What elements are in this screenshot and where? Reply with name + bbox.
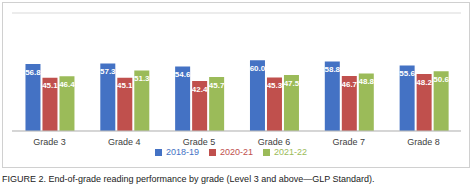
svg-text:45.1: 45.1 (42, 81, 58, 90)
html-text:2021-22: 2021-22 (274, 147, 307, 157)
svg-text:Grade 6: Grade 6 (258, 137, 291, 147)
svg-text:47.5: 47.5 (284, 79, 300, 88)
svg-text:48.2: 48.2 (416, 78, 432, 87)
svg-text:56.8: 56.8 (25, 68, 41, 77)
svg-text:55.6: 55.6 (399, 69, 415, 78)
svg-text:42.4: 42.4 (192, 85, 208, 94)
svg-text:54.6: 54.6 (175, 70, 191, 79)
svg-text:Grade 3: Grade 3 (33, 137, 66, 147)
svg-text:46.7: 46.7 (342, 80, 358, 89)
svg-text:45.3: 45.3 (267, 81, 283, 90)
svg-text:51.3: 51.3 (134, 74, 150, 83)
svg-text:48.8: 48.8 (359, 77, 375, 86)
svg-text:45.7: 45.7 (209, 81, 225, 90)
html-text:2018-19: 2018-19 (166, 147, 199, 157)
svg-text:57.3: 57.3 (100, 67, 116, 76)
svg-text:Grade 5: Grade 5 (183, 137, 216, 147)
svg-text:45.1: 45.1 (117, 81, 133, 90)
svg-text:50.6: 50.6 (433, 75, 449, 84)
svg-text:Grade 4: Grade 4 (108, 137, 141, 147)
html-text:FIGURE 2. End-of-grade reading: FIGURE 2. End-of-grade reading performan… (2, 174, 375, 184)
svg-text:Grade 8: Grade 8 (407, 137, 440, 147)
svg-text:60.0: 60.0 (250, 64, 266, 73)
svg-text:Grade 7: Grade 7 (332, 137, 365, 147)
html-text:2020-21: 2020-21 (220, 147, 253, 157)
svg-text:46.4: 46.4 (59, 80, 75, 89)
svg-text:58.8: 58.8 (325, 65, 341, 74)
